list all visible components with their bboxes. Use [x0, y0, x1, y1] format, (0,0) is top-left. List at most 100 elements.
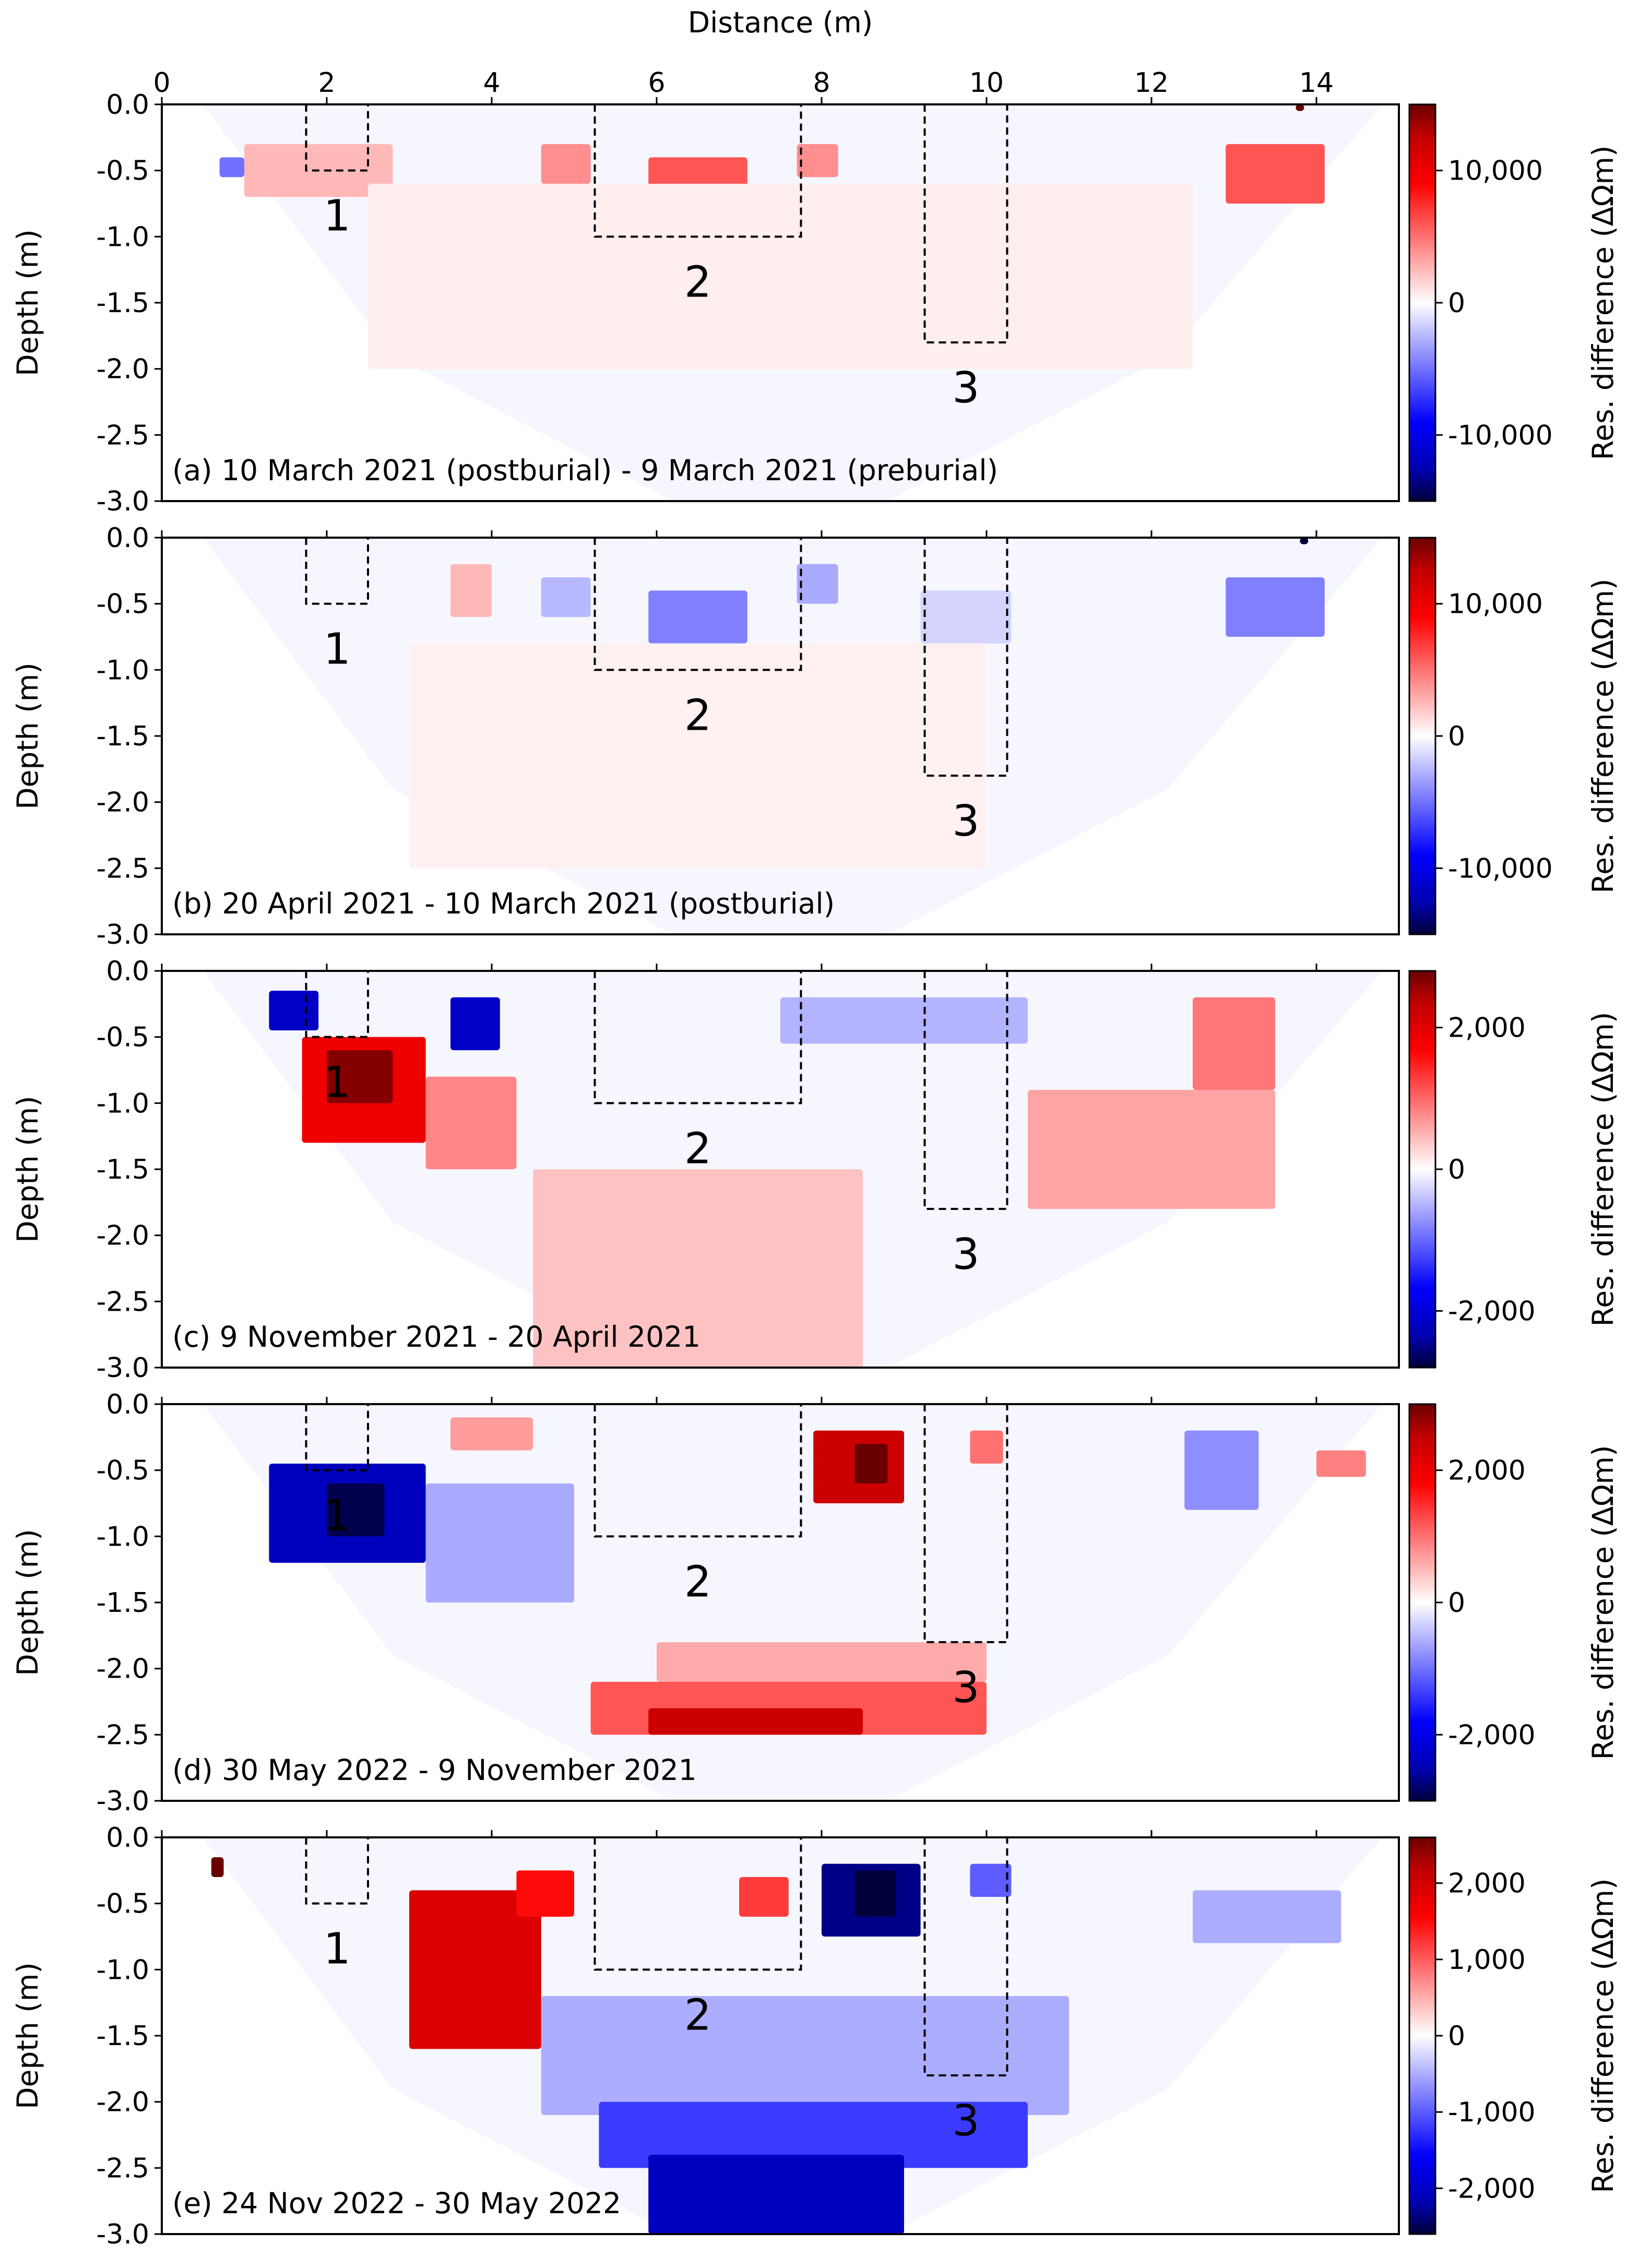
anomaly-cell [780, 997, 1028, 1044]
anomaly-cell [1028, 1090, 1275, 1209]
colorbar-tick-label: 2,000 [1448, 1455, 1526, 1487]
colorbar [1408, 103, 1436, 502]
x-tick-label: 0 [153, 67, 170, 99]
anomaly-cell [219, 157, 244, 177]
anomaly-cell [269, 991, 319, 1030]
y-tick-label: -2.5 [97, 1286, 149, 1317]
grave-label-1: 1 [324, 1058, 351, 1108]
y-tick-label: 0.0 [106, 956, 149, 987]
colorbar-tick-label: 2,000 [1448, 1013, 1526, 1044]
grave-label-3: 3 [952, 797, 979, 846]
colorbar-tick-label: -2,000 [1448, 1719, 1536, 1751]
grave-outline-2 [593, 1404, 802, 1538]
y-axis-label: Depth (m) [11, 229, 44, 376]
anomaly-cell [648, 2155, 904, 2234]
x-axis-label: Distance (m) [688, 6, 873, 39]
x-tick-label: 4 [483, 67, 500, 99]
panel-title: (b) 20 April 2021 - 10 March 2021 (postb… [172, 887, 835, 920]
anomaly-cell [797, 564, 838, 604]
anomaly-cell [854, 1870, 896, 1917]
colorbar-tick-label: 0 [1448, 721, 1465, 752]
colorbar-tick-label: -2,000 [1448, 1296, 1536, 1327]
colorbar-tick-label: 1,000 [1448, 1944, 1526, 1976]
grave-label-1: 1 [324, 625, 351, 674]
grave-outline-1 [305, 1404, 369, 1471]
colorbar-tick-label: 10,000 [1448, 156, 1543, 187]
y-tick-label: -2.0 [97, 1654, 149, 1685]
anomaly-cell [854, 1444, 888, 1483]
colorbar-label: Res. difference (ΔΩm) [1586, 1879, 1620, 2193]
grave-outline-1 [305, 104, 369, 172]
grave-outline-1 [305, 971, 369, 1038]
colorbar [1408, 1403, 1436, 1802]
anomaly-cell [648, 590, 747, 644]
x-tick-label: 10 [969, 67, 1004, 99]
colorbar-label: Res. difference (ΔΩm) [1586, 1012, 1620, 1327]
y-tick-label: -1.5 [97, 1154, 149, 1185]
grave-label-2: 2 [684, 257, 711, 307]
anomaly-cell [211, 1857, 224, 1877]
y-tick-label: -2.0 [97, 354, 149, 385]
colorbar-tick-label: 0 [1448, 2021, 1465, 2052]
anomaly-cell [1226, 144, 1325, 204]
anomaly-cell [327, 1050, 393, 1103]
y-tick-label: -3.0 [97, 486, 149, 517]
anomaly-cell [516, 1870, 574, 1917]
y-tick-label: -2.0 [97, 2087, 149, 2118]
grave-label-2: 2 [684, 1990, 711, 2040]
grave-outline-2 [593, 104, 802, 238]
anomaly-cell [541, 1996, 1069, 2115]
colorbar-label: Res. difference (ΔΩm) [1586, 146, 1620, 460]
panel-c: 1 2 3 0.0 -0.5 -1.0 -1.5 -2.0 -2.5 -3.0 Depth (m) (… [11, 956, 1620, 1384]
y-tick-label: -1.5 [97, 721, 149, 752]
anomaly-cell [648, 1708, 863, 1735]
y-axis-label: Depth (m) [11, 1529, 44, 1676]
grave-outline-1 [305, 1837, 369, 1905]
colorbar [1408, 970, 1436, 1369]
anomaly-cell [533, 1169, 863, 1368]
grave-outline-3 [923, 538, 1008, 777]
panel-d: 1 2 3 0.0 -0.5 -1.0 -1.5 -2.0 -2.5 -3.0 Depth (m) (… [11, 1389, 1620, 1817]
anomaly-cell [739, 1877, 789, 1917]
y-tick-label: -1.0 [97, 655, 149, 686]
anomaly-cell [1184, 1430, 1259, 1510]
y-tick-label: -2.5 [97, 853, 149, 884]
colorbar-tick-label: 10,000 [1448, 589, 1543, 620]
y-tick-label: -1.5 [97, 1587, 149, 1619]
colorbar-tick-label: -1,000 [1448, 2097, 1536, 2128]
anomaly-cell [797, 144, 838, 177]
grave-label-1: 1 [324, 1491, 351, 1541]
panel-title: (d) 30 May 2022 - 9 November 2021 [172, 1753, 697, 1787]
colorbar-label: Res. difference (ΔΩm) [1586, 1445, 1620, 1760]
anomaly-cell [409, 643, 987, 869]
y-tick-label: -0.5 [97, 156, 149, 187]
anomaly-cell [541, 144, 591, 184]
grave-label-2: 2 [684, 1557, 711, 1607]
anomaly-cell [425, 1483, 574, 1602]
y-tick-label: -0.5 [97, 589, 149, 620]
y-tick-label: 0.0 [106, 1822, 149, 1854]
colorbar-tick-label: 0 [1448, 1154, 1465, 1185]
panel-e: 1 2 3 0.0 -0.5 -1.0 -1.5 -2.0 -2.5 -3.0 Depth (m) (… [11, 1822, 1620, 2250]
anomaly-cell [1296, 104, 1304, 111]
y-tick-label: -1.0 [97, 1088, 149, 1119]
grave-label-1: 1 [324, 192, 351, 241]
grave-label-2: 2 [684, 1124, 711, 1173]
colorbar-tick-label: 0 [1448, 288, 1465, 319]
grave-outline-2 [593, 538, 802, 671]
colorbar-tick-label: 0 [1448, 1587, 1465, 1619]
colorbar-label: Res. difference (ΔΩm) [1586, 579, 1620, 894]
grave-outline-3 [923, 1404, 1008, 1643]
y-tick-label: -2.5 [97, 1719, 149, 1751]
anomaly-cell [599, 2101, 1028, 2168]
panel-b: 1 2 3 0.0 -0.5 -1.0 -1.5 -2.0 -2.5 -3.0 Depth (m) (… [11, 523, 1620, 951]
anomaly-cell [920, 590, 1012, 644]
y-tick-label: -1.0 [97, 221, 149, 253]
grave-outline-3 [923, 104, 1008, 343]
y-tick-label: -0.5 [97, 1455, 149, 1487]
panel-title: (e) 24 Nov 2022 - 30 May 2022 [172, 2187, 621, 2220]
y-tick-label: -0.5 [97, 1022, 149, 1053]
anomaly-cell [1193, 997, 1275, 1090]
y-tick-label: -2.5 [97, 420, 149, 451]
colorbar [1408, 537, 1436, 935]
